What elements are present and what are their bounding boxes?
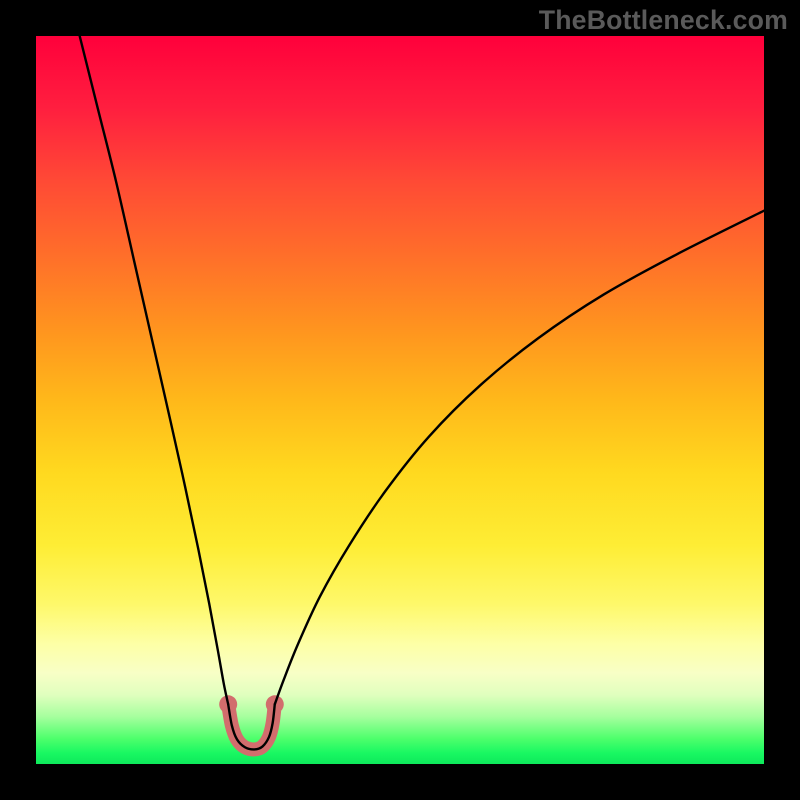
chart-background (36, 36, 764, 764)
watermark-text: TheBottleneck.com (539, 5, 788, 36)
bottleneck-chart (36, 36, 764, 764)
figure-root: TheBottleneck.com (0, 0, 800, 800)
